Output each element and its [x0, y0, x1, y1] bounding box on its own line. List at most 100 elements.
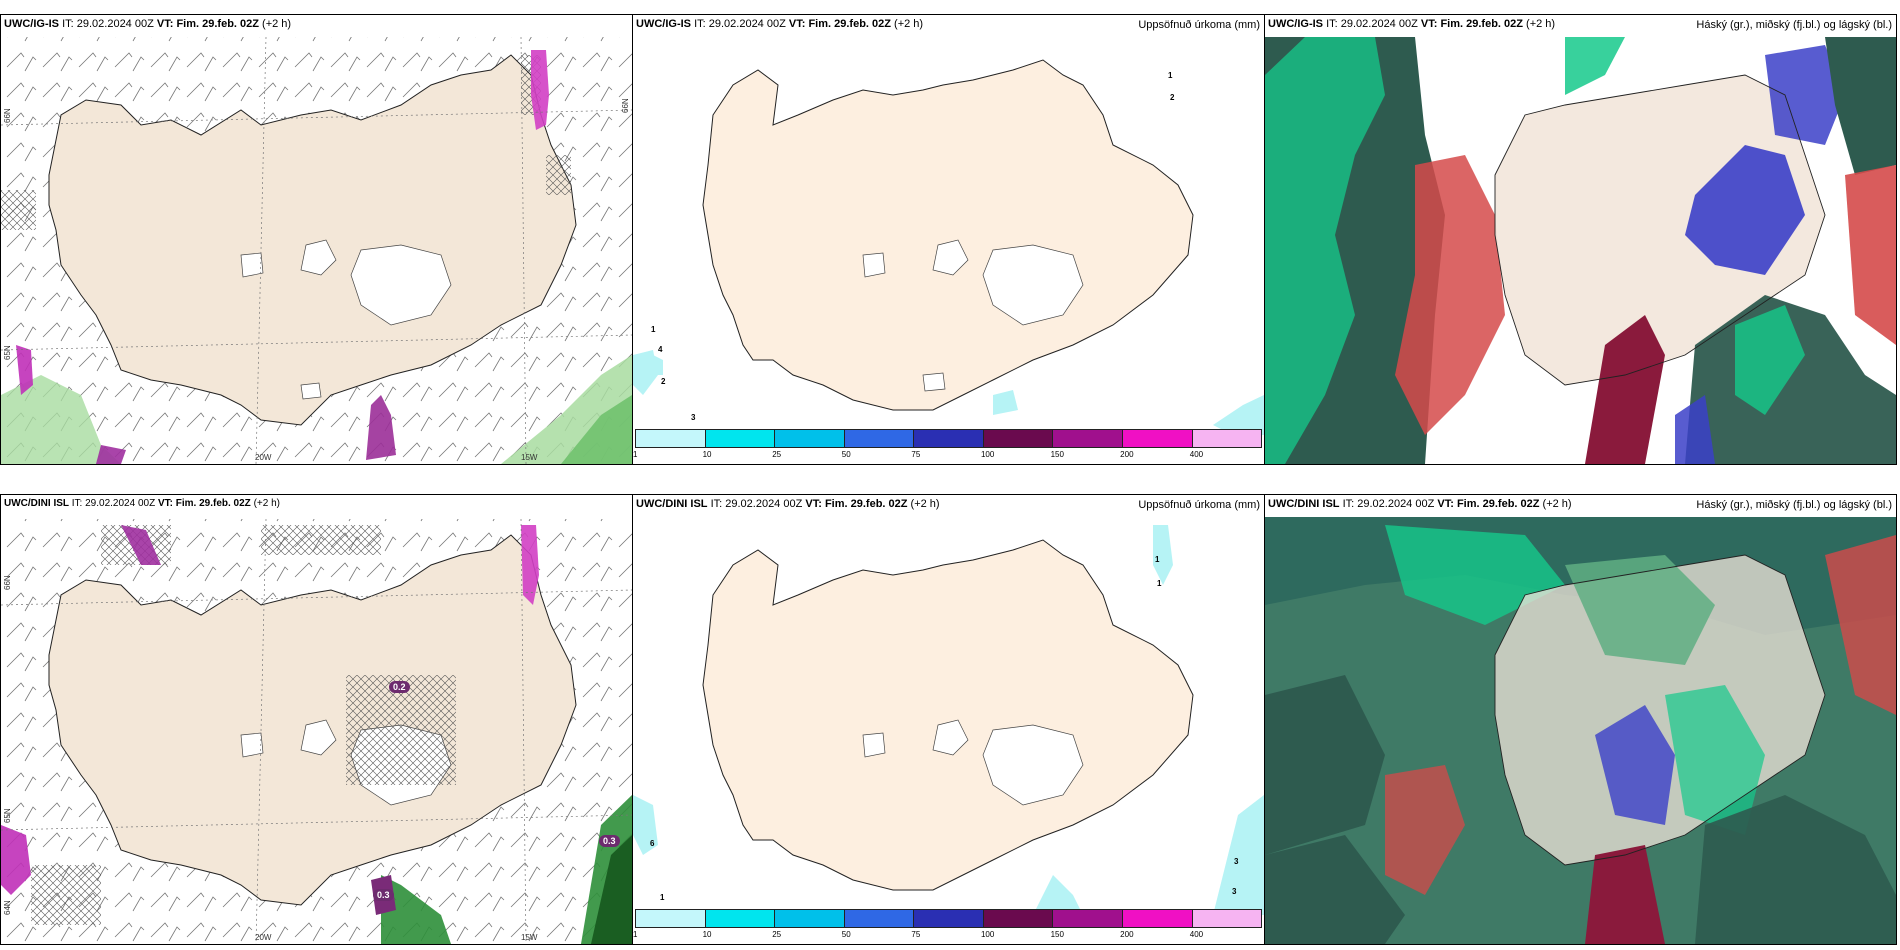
precip-value: 1: [1157, 579, 1162, 588]
colorbar-label: 100: [980, 930, 995, 939]
glacier: [862, 732, 886, 758]
cloud-low: [1565, 555, 1715, 665]
cloud-high: [1585, 315, 1665, 464]
tick-label-lon: 20W: [255, 933, 272, 942]
precip-colorbar: [635, 909, 1262, 928]
panel-wind-ig: UWC/IG-IS IT: 29.02.2024 00Z VT: Fim. 29…: [0, 14, 633, 465]
cloud-mid: [1685, 145, 1805, 275]
colorbar-swatch: [1122, 910, 1193, 927]
tick-label-lat: 64N: [3, 900, 12, 915]
colorbar-swatch: [914, 910, 984, 927]
precip-area: [633, 350, 658, 395]
grid-line: [520, 36, 527, 464]
colorbar-label: 200: [1120, 930, 1134, 939]
cloud-low: [1665, 685, 1765, 835]
tick-label-lon: 20W: [255, 453, 272, 462]
cloud-low: [1265, 675, 1385, 855]
precip-value: 4: [658, 345, 663, 354]
precip-label: 0.2: [389, 681, 410, 693]
cloud-high: [1845, 165, 1896, 345]
precip-colorbar: [635, 429, 1262, 448]
colorbar-swatch: [914, 430, 984, 447]
colorbar-swatch: [636, 910, 706, 927]
tick-label-lat: 65N: [3, 345, 12, 360]
precip-value: 1: [1168, 71, 1173, 80]
colorbar-labels: 1 10 25 50 75 100 150 200 400: [633, 450, 1262, 462]
hatch-area: [346, 675, 456, 785]
cloud-mid: [1765, 45, 1845, 145]
colorbar-label: 150: [1050, 930, 1064, 939]
glacier: [240, 252, 264, 278]
glacier: [350, 244, 452, 326]
colorbar-label: 50: [841, 930, 851, 939]
panel-wind-dini: UWC/DINI ISL IT: 29.02.2024 00Z VT: Fim.…: [0, 494, 633, 945]
precip-map: [633, 525, 1264, 915]
wind-map: [1, 36, 632, 464]
iceland-land: [702, 539, 1194, 891]
precip-value: 3: [691, 413, 696, 422]
tick-label-lat: 66N: [3, 108, 12, 123]
precip-label: 0.3: [599, 835, 620, 847]
panel-header: UWC/DINI ISL IT: 29.02.2024 00Z VT: Fim.…: [633, 495, 1264, 517]
colorbar-swatch: [775, 430, 845, 447]
grid-line: [1, 589, 632, 606]
hatch-area: [1, 190, 36, 230]
colorbar-label: 200: [1120, 450, 1134, 459]
cloud-high: [1585, 845, 1665, 944]
hatch-area: [261, 525, 381, 555]
colorbar-label: 400: [1189, 930, 1204, 939]
cloud-low: [1695, 795, 1896, 944]
glacier: [922, 372, 946, 392]
glacier: [300, 382, 322, 400]
grid-line: [1, 109, 632, 126]
colorbar-label: 10: [702, 450, 712, 459]
glacier: [300, 719, 337, 756]
colorbar-swatch: [1053, 430, 1123, 447]
colorbar-label: 1: [633, 450, 638, 459]
precip-value: 6: [650, 839, 655, 848]
precip-area: [521, 525, 539, 605]
cloud-low: [1825, 37, 1896, 175]
tick-label-lon: 15W: [521, 453, 538, 462]
colorbar-swatch: [983, 430, 1054, 447]
tick-label-lat: 66N: [621, 98, 630, 113]
colorbar-swatch: [1053, 910, 1123, 927]
precip-area: [121, 525, 161, 565]
iceland-land: [48, 534, 577, 906]
panel-header: UWC/DINI ISL IT: 29.02.2024 00Z VT: Fim.…: [1, 495, 632, 519]
hatch-area: [546, 155, 571, 195]
precip-area: [653, 355, 663, 375]
grid-line: [1, 814, 632, 831]
glacier: [932, 239, 969, 276]
precip-area: [1153, 525, 1173, 585]
cloud-high: [1395, 155, 1505, 435]
cloud-high: [1385, 765, 1465, 895]
precip-area: [366, 395, 396, 460]
colorbar-label: 10: [702, 930, 712, 939]
colorbar-label: 25: [772, 450, 782, 459]
precip-map: [633, 59, 1264, 435]
precip-area: [1, 375, 121, 464]
precip-area: [1, 825, 31, 895]
precip-value: 3: [1232, 887, 1237, 896]
precip-area: [591, 835, 632, 944]
panel-precip-dini: UWC/DINI ISL IT: 29.02.2024 00Z VT: Fim.…: [632, 494, 1265, 945]
colorbar-label: 75: [911, 450, 921, 459]
glacier: [300, 239, 337, 276]
tick-label-lon: 15W: [521, 933, 538, 942]
grid-line: [255, 518, 267, 944]
glacier: [862, 252, 886, 278]
panel-header: UWC/DINI ISL IT: 29.02.2024 00Z VT: Fim.…: [1265, 495, 1896, 517]
colorbar-swatch: [1192, 910, 1262, 927]
hatch-area: [31, 865, 101, 925]
colorbar-label: 100: [980, 450, 995, 459]
glacier: [982, 724, 1084, 806]
colorbar-label: 75: [911, 930, 921, 939]
iceland-land: [702, 59, 1194, 411]
panel-header: UWC/IG-IS IT: 29.02.2024 00Z VT: Fim. 29…: [633, 15, 1264, 37]
colorbar-swatch: [983, 910, 1054, 927]
grid-line: [1, 334, 632, 351]
cloud-low: [1265, 37, 1385, 464]
colorbar-label: 400: [1189, 450, 1204, 459]
cloud-mid: [1595, 705, 1675, 825]
